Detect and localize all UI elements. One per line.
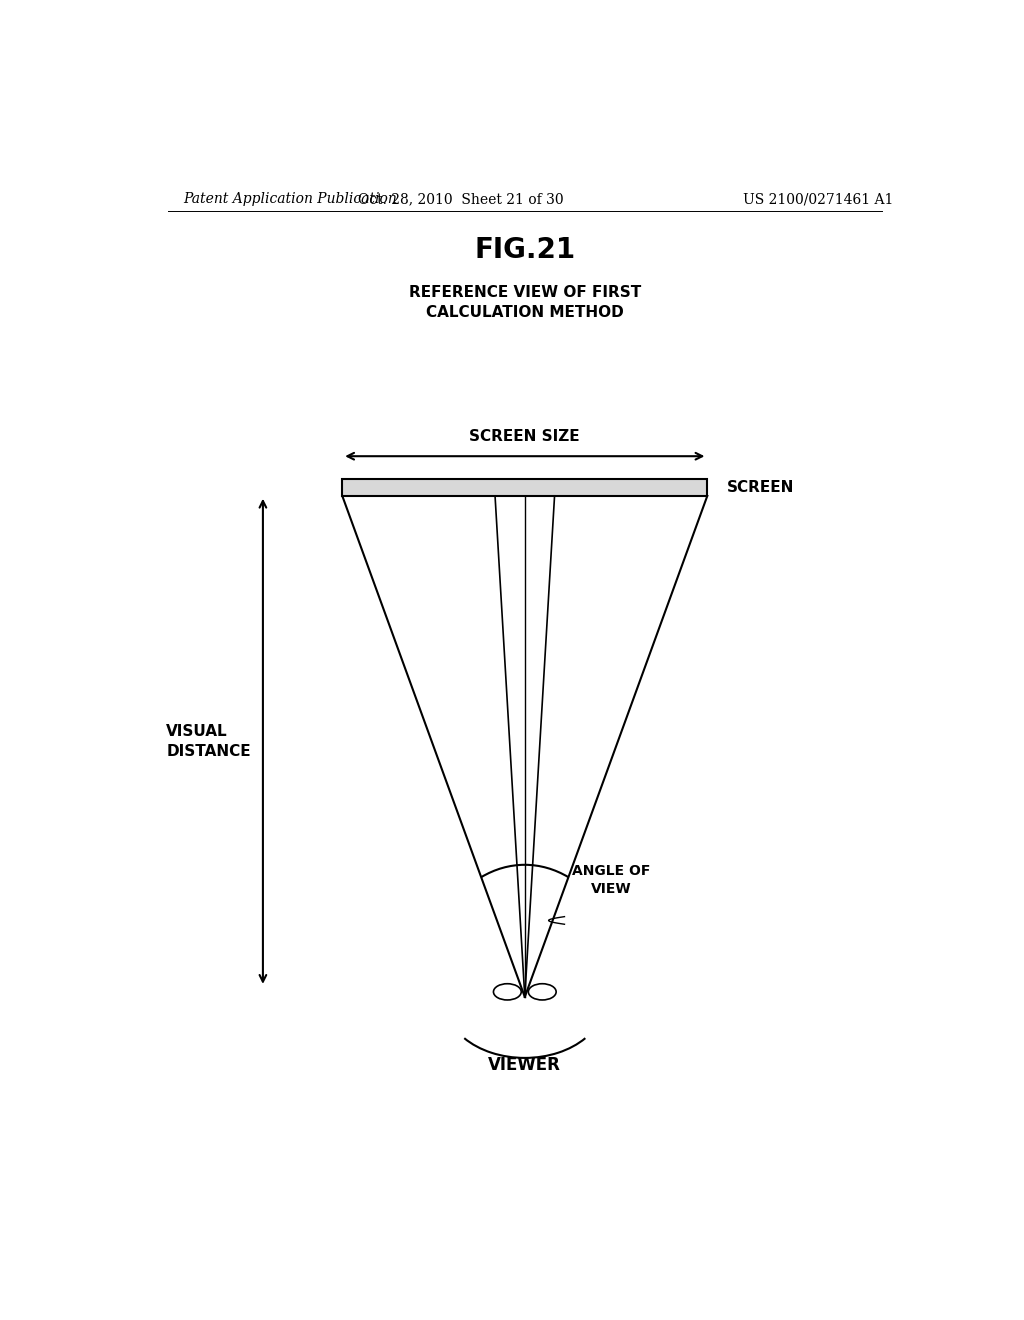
Text: SCREEN: SCREEN — [727, 479, 795, 495]
Text: FIG.21: FIG.21 — [474, 236, 575, 264]
Ellipse shape — [494, 983, 521, 1001]
Text: ANGLE OF
VIEW: ANGLE OF VIEW — [572, 863, 651, 896]
Text: REFERENCE VIEW OF FIRST
CALCULATION METHOD: REFERENCE VIEW OF FIRST CALCULATION METH… — [409, 285, 641, 321]
Text: SCREEN SIZE: SCREEN SIZE — [469, 429, 581, 444]
Text: US 2100/0271461 A1: US 2100/0271461 A1 — [743, 191, 894, 206]
Text: Oct. 28, 2010  Sheet 21 of 30: Oct. 28, 2010 Sheet 21 of 30 — [358, 191, 564, 206]
Text: VISUAL
DISTANCE: VISUAL DISTANCE — [166, 723, 251, 759]
Text: VIEWER: VIEWER — [488, 1056, 561, 1074]
Text: Patent Application Publication: Patent Application Publication — [183, 191, 397, 206]
Ellipse shape — [528, 983, 556, 1001]
Bar — [342, 479, 708, 496]
